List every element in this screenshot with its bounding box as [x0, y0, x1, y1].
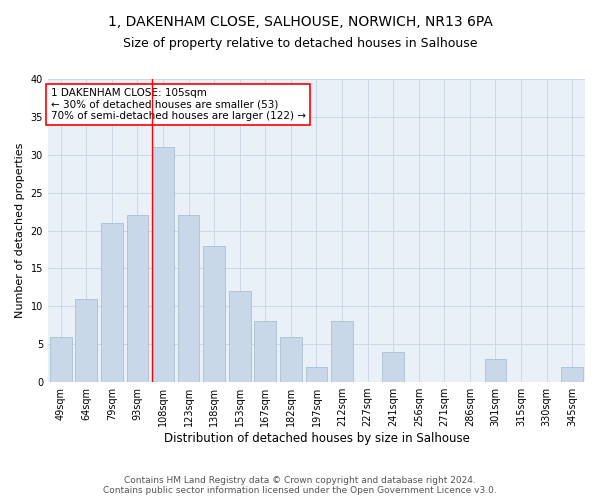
Bar — [127, 216, 148, 382]
Bar — [562, 367, 583, 382]
Bar — [50, 336, 71, 382]
Y-axis label: Number of detached properties: Number of detached properties — [15, 143, 25, 318]
Bar — [101, 223, 123, 382]
Text: 1 DAKENHAM CLOSE: 105sqm
← 30% of detached houses are smaller (53)
70% of semi-d: 1 DAKENHAM CLOSE: 105sqm ← 30% of detach… — [50, 88, 305, 122]
Bar — [76, 298, 97, 382]
Bar — [229, 291, 251, 382]
Text: Size of property relative to detached houses in Salhouse: Size of property relative to detached ho… — [123, 38, 477, 51]
Text: 1, DAKENHAM CLOSE, SALHOUSE, NORWICH, NR13 6PA: 1, DAKENHAM CLOSE, SALHOUSE, NORWICH, NR… — [107, 15, 493, 29]
Bar — [254, 322, 276, 382]
Bar — [485, 360, 506, 382]
Bar — [178, 216, 199, 382]
Bar — [280, 336, 302, 382]
Bar — [203, 246, 225, 382]
Bar — [382, 352, 404, 382]
Bar — [305, 367, 328, 382]
Bar — [331, 322, 353, 382]
Text: Contains HM Land Registry data © Crown copyright and database right 2024.
Contai: Contains HM Land Registry data © Crown c… — [103, 476, 497, 495]
Bar — [152, 147, 174, 382]
X-axis label: Distribution of detached houses by size in Salhouse: Distribution of detached houses by size … — [164, 432, 469, 445]
